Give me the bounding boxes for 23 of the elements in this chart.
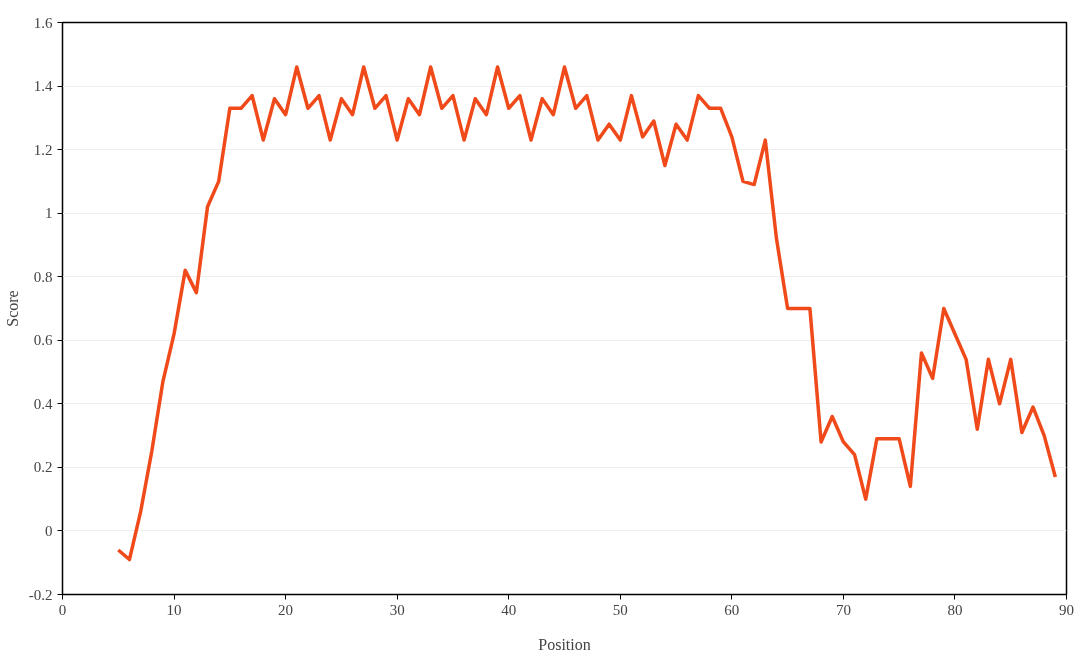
y-tick-label: -0.2 [28, 586, 53, 603]
x-tick-label: 70 [835, 601, 851, 618]
y-tick-label: 1.6 [33, 14, 53, 31]
x-tick-label: 60 [724, 601, 740, 618]
y-tick-label: 0 [45, 522, 53, 539]
x-tick-label: 20 [278, 601, 294, 618]
y-tick-label: 1.4 [33, 78, 53, 95]
y-tick-label: 1 [45, 205, 53, 222]
x-tick-label: 80 [947, 601, 963, 618]
line-series [116, 65, 1058, 562]
x-axis-title: Position [538, 635, 591, 653]
y-tick-label: 1.2 [33, 141, 53, 158]
x-tick-label: 40 [501, 601, 517, 618]
x-tick-label: 0 [58, 601, 67, 618]
x-tick-label: 90 [1059, 601, 1074, 618]
y-tick-label: 0.8 [33, 268, 53, 285]
y-axis-title: Score [3, 290, 21, 327]
y-tick-label: 0.2 [33, 459, 53, 476]
x-tick-label: 50 [612, 601, 628, 618]
y-tick-label: 0.4 [33, 395, 53, 412]
x-tick-label: 10 [166, 601, 182, 618]
y-tick-label: 0.6 [33, 332, 53, 349]
x-tick-label: 30 [389, 601, 405, 618]
